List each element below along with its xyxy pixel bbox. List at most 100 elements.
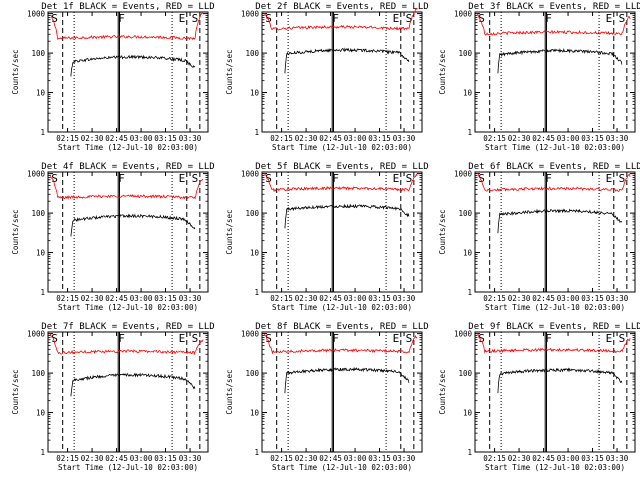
events-rate-line [284,203,410,229]
panel-title: Det 7f BLACK = Events, RED = LLD [41,322,214,332]
x-tick-label: 02:45 [319,134,342,143]
y-tick-label: 1 [40,448,45,457]
x-tick-label: 03:30 [606,134,629,143]
marker-label-f: F [545,172,552,185]
events-rate-line [497,208,623,234]
panel-title: Det 4f BLACK = Events, RED = LLD [41,162,214,172]
y-tick-label: 1 [254,448,259,457]
detector-panel-2: Det 2f BLACK = Events, RED = LLD 1 10 100 10… [225,2,429,152]
y-tick-label: 1000 [27,330,46,339]
y-tick-label: 1000 [27,10,46,19]
x-tick-label: 02:45 [532,134,555,143]
marker-label-s: S [478,172,485,185]
y-tick-label: 100 [458,209,472,218]
marker-label-e: E [393,332,400,345]
x-tick-label: 02:15 [483,454,506,463]
marker-label-s: S [619,332,626,345]
x-tick-label: 02:15 [270,454,293,463]
x-tick-label: 02:15 [270,294,293,303]
x-axis-label: Start Time (12-Jul-10 02:03:00) [58,143,198,152]
plot-frame [261,11,423,133]
x-tick-label: 03:30 [606,454,629,463]
y-axis-label: Counts/sec [225,369,234,414]
y-tick-label: 10 [36,249,46,258]
y-tick-label: 1000 [27,170,46,179]
marker-label-s: S [265,332,272,345]
x-tick-label: 03:30 [179,134,202,143]
marker-label-e: E [179,172,186,185]
x-tick-label: 03:30 [393,134,416,143]
plot-frame [261,331,423,453]
y-tick-label: 10 [250,249,260,258]
x-axis-label: Start Time (12-Jul-10 02:03:00) [58,303,198,312]
x-tick-label: 03:15 [154,294,177,303]
panel-title: Det 3f BLACK = Events, RED = LLD [468,2,640,12]
y-axis-label: Counts/sec [438,209,447,254]
events-rate-line [70,213,196,237]
marker-label-e: E [606,332,613,345]
y-tick-label: 1000 [241,330,260,339]
x-tick-label: 02:45 [105,454,128,463]
x-tick-label: 02:45 [105,134,128,143]
lld-rate-line [50,174,204,200]
y-tick-label: 1 [467,128,472,137]
y-tick-label: 100 [245,209,259,218]
x-axis-label: Start Time (12-Jul-10 02:03:00) [58,463,198,472]
plot-frame [47,331,209,453]
y-tick-label: 100 [245,369,259,378]
y-axis-label: Counts/sec [438,369,447,414]
marker-label-s: S [406,12,413,25]
panel-title: Det 6f BLACK = Events, RED = LLD [468,162,640,172]
x-tick-label: 02:15 [56,454,79,463]
x-tick-label: 02:15 [483,134,506,143]
panel-title: Det 8f BLACK = Events, RED = LLD [255,322,428,332]
x-tick-label: 03:00 [344,294,367,303]
marker-label-s: S [51,332,58,345]
x-tick-label: 03:30 [393,294,416,303]
plot-frame [47,171,209,293]
marker-label-s: S [406,332,413,345]
x-tick-label: 03:00 [344,134,367,143]
x-tick-label: 03:30 [179,294,202,303]
marker-label-f: F [545,12,552,25]
marker-label-e: E [606,12,613,25]
x-axis-label: Start Time (12-Jul-10 02:03:00) [272,303,412,312]
x-axis-label: Start Time (12-Jul-10 02:03:00) [485,143,625,152]
panel-title: Det 1f BLACK = Events, RED = LLD [41,2,214,12]
y-tick-label: 1 [467,288,472,297]
marker-label-s: S [192,332,199,345]
marker-label-s: S [192,12,199,25]
marker-label-e: E [393,172,400,185]
x-tick-label: 02:30 [508,134,531,143]
marker-label-f: F [118,12,125,25]
y-tick-label: 1000 [454,330,473,339]
plot-frame [474,11,636,133]
y-tick-label: 10 [36,409,46,418]
x-axis-label: Start Time (12-Jul-10 02:03:00) [485,463,625,472]
x-tick-label: 02:30 [81,294,104,303]
events-rate-line [284,366,410,394]
marker-label-s: S [51,12,58,25]
x-tick-label: 02:45 [532,454,555,463]
y-tick-label: 1000 [454,10,473,19]
x-tick-label: 02:30 [81,454,104,463]
x-tick-label: 03:15 [581,134,604,143]
marker-label-s: S [406,172,413,185]
events-rate-line [70,54,196,77]
x-tick-label: 02:15 [56,294,79,303]
lld-rate-line [264,333,418,355]
marker-label-s: S [478,332,485,345]
y-tick-label: 1000 [454,170,473,179]
marker-label-f: F [332,12,339,25]
y-tick-label: 1000 [241,10,260,19]
detector-panel-4: Det 4f BLACK = Events, RED = LLD 1 10 100 10… [11,162,215,312]
y-axis-label: Counts/sec [438,49,447,94]
y-tick-label: 1 [467,448,472,457]
y-tick-label: 10 [463,89,473,98]
events-rate-line [497,367,623,394]
x-tick-label: 02:45 [532,294,555,303]
detector-panel-7: Det 7f BLACK = Events, RED = LLD 1 10 100 10… [11,322,215,472]
y-axis-label: Counts/sec [11,49,20,94]
